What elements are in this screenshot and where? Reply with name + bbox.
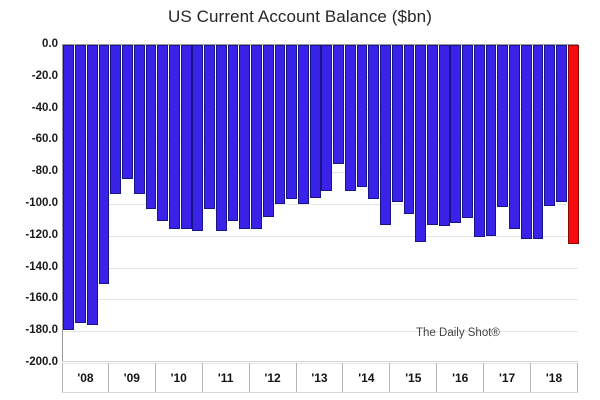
x-axis-tick-label: '10: [156, 363, 203, 393]
bar: [391, 45, 403, 203]
x-axis-tick-label: '12: [250, 363, 297, 393]
gridline: [63, 363, 578, 364]
y-axis-tick-label: -180.0: [25, 324, 58, 337]
bar: [274, 45, 286, 204]
gridline: [63, 331, 578, 333]
bar: [239, 45, 251, 230]
bar: [168, 45, 180, 230]
bar: [532, 45, 544, 239]
y-axis-tick-label: -20.0: [31, 69, 58, 82]
x-axis-tick-label: '08: [62, 363, 109, 393]
bar: [63, 45, 75, 330]
bar: [415, 45, 427, 243]
y-axis-tick-label: -60.0: [31, 133, 58, 146]
bar: [309, 45, 321, 198]
plot-area: [62, 44, 579, 364]
y-axis-tick-label: -160.0: [25, 292, 58, 305]
bar: [321, 45, 333, 192]
x-axis-tick-label: '13: [297, 363, 344, 393]
bar: [450, 45, 462, 224]
y-axis-tick-label: -200.0: [25, 356, 58, 368]
gridline: [63, 299, 578, 301]
bar: [122, 45, 133, 179]
bar: [192, 45, 204, 232]
bar: [262, 45, 274, 217]
bar: [110, 45, 122, 195]
x-axis: '08'09'10'11'12'13'14'15'16'17'18: [62, 363, 578, 393]
y-axis: 0.0 -20.0 -40.0 -60.0 -80.0 -100.0 -120.0 -140.…: [0, 0, 58, 400]
x-axis-tick-label: '15: [390, 363, 438, 393]
bar: [145, 45, 157, 209]
bar: [297, 45, 309, 204]
x-axis-baseline: [62, 392, 578, 393]
bar: [368, 45, 380, 200]
bar: [98, 45, 110, 284]
y-axis-tick-label: -120.0: [25, 228, 58, 241]
bar: [344, 45, 356, 192]
bar: [497, 45, 509, 208]
x-axis-tick-label: '17: [484, 363, 532, 393]
bar: [473, 45, 485, 238]
y-axis-tick-label: 0.0: [42, 38, 58, 50]
bar: [403, 45, 415, 214]
y-axis-tick-label: -140.0: [25, 260, 58, 273]
bar-highlight: [567, 45, 579, 244]
bar: [251, 45, 262, 230]
bar: [227, 45, 239, 222]
page-title: US Current Account Balance ($bn): [167, 7, 432, 26]
bar: [462, 45, 473, 219]
x-axis-tick-label: '14: [343, 363, 391, 393]
bar: [215, 45, 227, 232]
plot-bottom-rule: [62, 361, 578, 362]
bar: [86, 45, 98, 325]
bar: [485, 45, 497, 236]
gridline: [63, 267, 578, 269]
y-axis-tick-label: -80.0: [31, 165, 58, 178]
bar: [204, 45, 215, 209]
bar: [157, 45, 169, 222]
watermark-label: The Daily Shot®: [416, 327, 500, 339]
bar: [333, 45, 344, 165]
bar: [380, 45, 391, 225]
gridline: [63, 235, 578, 237]
bar: [520, 45, 532, 239]
bar: [426, 45, 438, 225]
bar: [509, 45, 520, 230]
bar: [438, 45, 450, 227]
bar: [555, 45, 567, 203]
bar: [75, 45, 86, 324]
x-axis-tick-label: '18: [531, 363, 578, 393]
bar: [544, 45, 556, 206]
bar: [356, 45, 368, 187]
x-axis-tick-label: '11: [203, 363, 250, 393]
x-axis-tick-label: '09: [109, 363, 156, 393]
bar: [180, 45, 192, 230]
y-axis-tick-label: -40.0: [31, 101, 58, 114]
bar: [133, 45, 145, 195]
gridline: [63, 204, 578, 205]
y-axis-tick-label: -100.0: [25, 197, 58, 209]
x-axis-tick-label: '16: [437, 363, 485, 393]
bar: [286, 45, 298, 200]
bar-series: [63, 45, 579, 362]
